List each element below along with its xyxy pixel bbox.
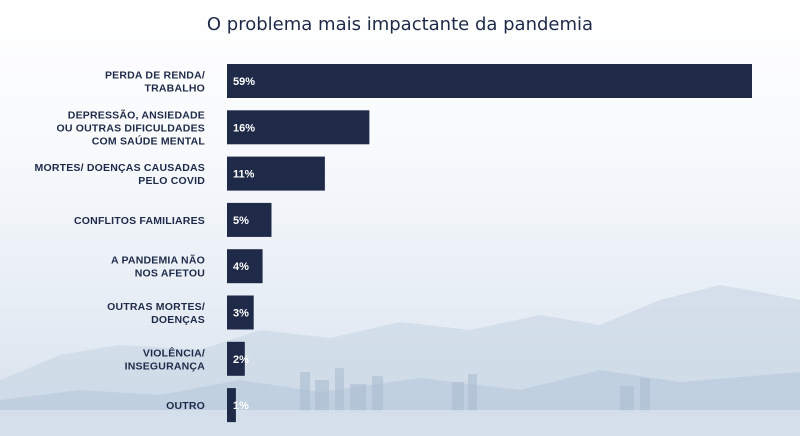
category-label-line: COM SAÚDE MENTAL [92,134,206,147]
bar-group: 16% DEPRESSÃO, ANSIEDADE OU OUTRAS DIFICUL… [57,108,370,147]
category-label-line: INSEGURANÇA [125,360,206,372]
bar [227,202,272,237]
bar-group: 59% PERDA DE RENDA/TRABALHO [105,64,752,98]
category-label-line: VIOLÊNCIA/ [143,346,205,359]
category-label-line: OUTRAS MORTES/ [107,301,205,313]
bar-value-label: 4% [233,261,249,273]
bar [227,388,236,423]
bar-group: 1% OUTRO [166,388,249,423]
category-label: OUTRAS MORTES/DOENÇAS [107,301,205,326]
category-label: DEPRESSÃO, ANSIEDADE OU OUTRAS DIFICULDAD… [57,108,206,147]
bar-group: 2% VIOLÊNCIA/INSEGURANÇA [125,341,249,376]
bar-value-label: 1% [233,400,249,412]
category-label-line: OUTRO [166,400,205,412]
bar-value-label: 11% [233,169,255,181]
category-label-line: OU OUTRAS DIFICULDADES [57,122,205,134]
category-label: MORTES/ DOENÇAS CAUSADAS PELO COVID [35,162,206,187]
category-label-line: MORTES/ DOENÇAS CAUSADAS [35,162,205,174]
category-label-line: NOS AFETOU [135,268,205,280]
bar [227,249,263,284]
bar-group: 4% A PANDEMIA NÃO NOS AFETOU [111,249,263,284]
category-label-line: DEPRESSÃO, ANSIEDADE [68,108,205,121]
category-label: PERDA DE RENDA/TRABALHO [105,70,205,95]
bar-group: 11% MORTES/ DOENÇAS CAUSADAS PELO COVID [35,156,325,191]
bar-value-label: 59% [233,76,255,88]
bar-value-label: 16% [233,122,255,134]
chart-title: O problema mais impactante da pandemia [206,14,594,35]
bar-value-label: 3% [233,308,249,320]
bar [227,110,370,145]
bar [227,341,245,376]
category-label-line: PERDA DE RENDA/ [105,70,205,82]
category-label-line: TRABALHO [144,83,205,95]
category-label-line: PELO COVID [138,175,205,187]
ground-haze [0,410,800,436]
bar [227,64,752,98]
bar-group: 5% CONFLITOS FAMILIARES [74,202,272,237]
category-label-line: DOENÇAS [151,314,205,326]
bar [227,156,325,191]
category-label: CONFLITOS FAMILIARES [74,215,205,227]
category-label: OUTRO [166,400,205,412]
category-label: A PANDEMIA NÃO NOS AFETOU [111,254,205,280]
bar [227,295,254,330]
category-label-line: CONFLITOS FAMILIARES [74,215,205,227]
category-label-line: A PANDEMIA NÃO [111,254,205,267]
city-buildings [300,368,650,412]
category-label: VIOLÊNCIA/INSEGURANÇA [125,346,206,372]
bar-value-label: 5% [233,215,249,227]
bar-group: 3% OUTRAS MORTES/DOENÇAS [107,295,254,330]
bar-value-label: 2% [233,354,249,366]
